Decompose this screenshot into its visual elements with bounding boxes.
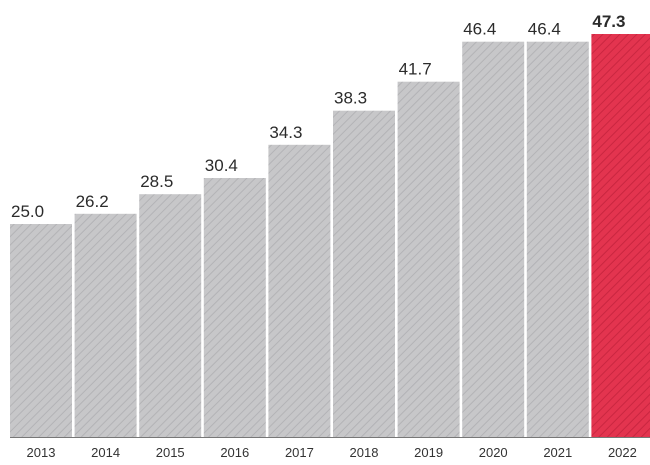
- bar-2015: [139, 194, 202, 437]
- x-axis-tick-labels: 2013 2014 2015 2016 2017 2018 2019 2020 2021 2022: [27, 445, 637, 460]
- value-label-2022: 47.3: [592, 12, 625, 31]
- tick-label-2018: 2018: [350, 445, 379, 460]
- bar-2014: [74, 213, 137, 437]
- tick-label-2019: 2019: [414, 445, 443, 460]
- value-label-2013: 25.0: [11, 202, 44, 221]
- tick-label-2017: 2017: [285, 445, 314, 460]
- bar-2021: [526, 41, 589, 437]
- bar-2018: [333, 110, 395, 437]
- tick-label-2014: 2014: [91, 445, 120, 460]
- value-label-2015: 28.5: [140, 172, 173, 191]
- value-label-2020: 46.4: [463, 20, 496, 39]
- value-label-2021: 46.4: [528, 20, 561, 39]
- bar-2022: [591, 34, 650, 437]
- tick-label-2022: 2022: [608, 445, 637, 460]
- tick-label-2020: 2020: [479, 445, 508, 460]
- tick-label-2013: 2013: [27, 445, 56, 460]
- value-label-2018: 38.3: [334, 89, 367, 108]
- bar-2019: [397, 81, 460, 437]
- value-labels-group: 25.0 26.2 28.5 30.4 34.3 38.3 41.7 46.4 46.4 47.3: [11, 12, 625, 221]
- value-label-2019: 41.7: [399, 60, 432, 79]
- bar-2013: [10, 224, 72, 437]
- bars-group: [10, 34, 650, 438]
- bar-2020: [462, 41, 525, 437]
- tick-label-2021: 2021: [543, 445, 572, 460]
- value-label-2014: 26.2: [76, 192, 109, 211]
- tick-label-2015: 2015: [156, 445, 185, 460]
- tick-label-2016: 2016: [220, 445, 249, 460]
- value-label-2016: 30.4: [205, 156, 238, 175]
- value-label-2017: 34.3: [269, 123, 302, 142]
- bar-2016: [203, 178, 266, 437]
- bar-2017: [268, 144, 331, 438]
